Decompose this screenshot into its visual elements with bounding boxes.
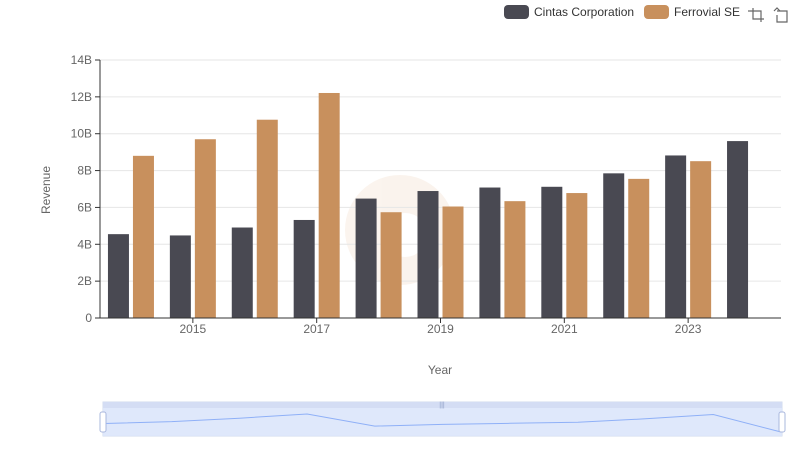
x-tick-label: 2021 (551, 322, 578, 336)
y-tick-label: 10B (71, 127, 92, 141)
legend: Cintas Corporation Ferrovial SE (504, 5, 740, 19)
legend-swatch-ferrovial (644, 5, 669, 19)
bar-cintas-2015[interactable] (169, 235, 191, 318)
y-tick-label: 8B (77, 164, 92, 178)
y-tick-label: 12B (71, 90, 92, 104)
legend-item-cintas[interactable]: Cintas Corporation (504, 5, 634, 19)
legend-label-cintas: Cintas Corporation (534, 5, 634, 19)
bar-cintas-2022[interactable] (603, 173, 625, 318)
bar-cintas-2023[interactable] (665, 155, 687, 318)
bar-cintas-2017[interactable] (293, 219, 315, 318)
y-axis-title: Revenue (39, 166, 53, 214)
restore-icon[interactable] (773, 7, 788, 23)
zoom-move-handle-icon[interactable]: ||| (439, 402, 445, 409)
zoom-selection[interactable] (103, 407, 782, 436)
series-ferrovial-bars (132, 92, 712, 318)
y-tick-label: 2B (77, 274, 92, 288)
legend-swatch-cintas (504, 5, 529, 19)
x-axis-title: Year (428, 363, 452, 377)
bar-cintas-2020[interactable] (479, 187, 501, 318)
bar-ferrovial-2015[interactable] (194, 139, 216, 318)
zoom-preview-line (103, 413, 782, 433)
bar-ferrovial-2020[interactable] (504, 201, 526, 318)
bar-ferrovial-2021[interactable] (566, 193, 588, 318)
y-tick-label: 6B (77, 200, 92, 214)
bar-ferrovial-2023[interactable] (690, 161, 712, 318)
series-cintas-bars (107, 141, 749, 318)
bar-cintas-2021[interactable] (541, 186, 563, 318)
y-axis: 0 2B 4B 6B 8B 10B 12B 14B (71, 53, 101, 325)
bar-ferrovial-2022[interactable] (628, 178, 650, 318)
x-tick-label: 2015 (180, 322, 207, 336)
zoom-handle-left[interactable] (99, 411, 107, 433)
y-tick-label: 14B (71, 53, 92, 67)
y-tick-label: 4B (77, 237, 92, 251)
bar-ferrovial-2014[interactable] (132, 155, 154, 318)
bar-ferrovial-2019[interactable] (442, 206, 464, 318)
bar-cintas-2018[interactable] (355, 198, 377, 318)
data-zoom-slider[interactable]: ||| (99, 401, 786, 437)
x-tick-label: 2019 (427, 322, 454, 336)
legend-label-ferrovial: Ferrovial SE (674, 5, 740, 19)
bar-cintas-2019[interactable] (417, 191, 439, 318)
zoom-handle-right[interactable] (778, 411, 786, 433)
y-tick-label: 0 (85, 311, 92, 325)
bar-cintas-2016[interactable] (231, 227, 253, 318)
zoom-top-bar[interactable] (103, 402, 782, 408)
bar-cintas-2014[interactable] (107, 234, 129, 318)
x-tick-label: 2017 (303, 322, 330, 336)
legend-item-ferrovial[interactable]: Ferrovial SE (644, 5, 740, 19)
bar-cintas-2024[interactable] (727, 141, 749, 318)
bar-ferrovial-2017[interactable] (318, 92, 340, 318)
bar-ferrovial-2016[interactable] (256, 119, 278, 318)
bar-ferrovial-2018[interactable] (380, 212, 402, 318)
x-tick-label: 2023 (675, 322, 702, 336)
x-axis: 2015 2017 2019 2021 2023 (100, 317, 781, 336)
zoom-select-icon[interactable] (748, 8, 764, 22)
